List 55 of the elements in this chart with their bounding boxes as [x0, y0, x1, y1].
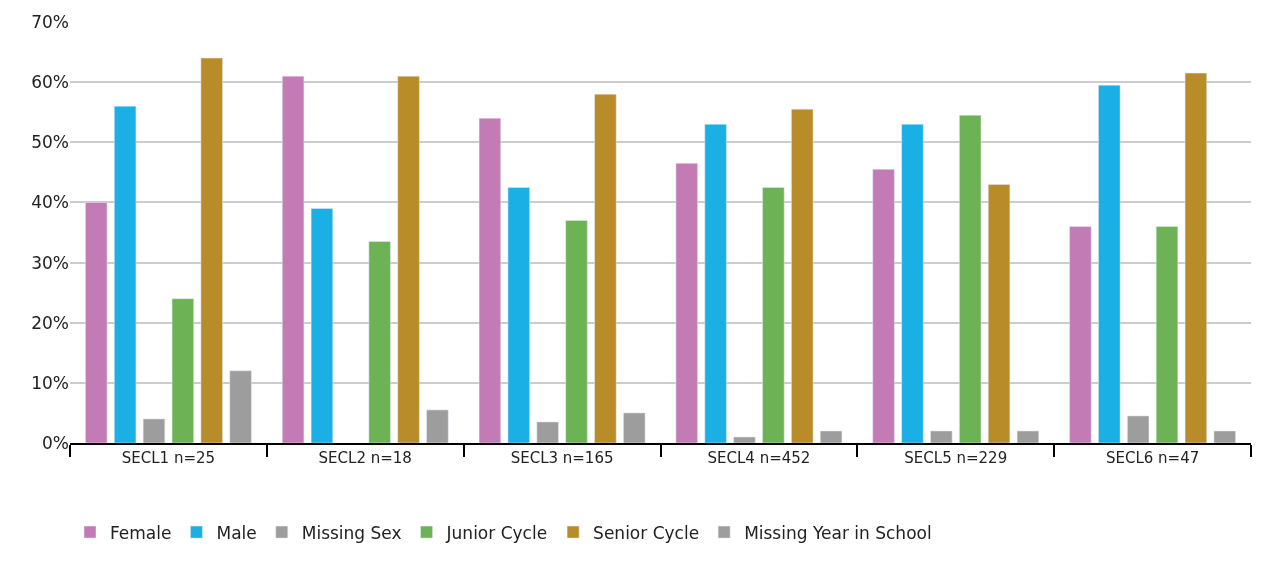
- bar: [1069, 226, 1092, 443]
- y-tick-label: 10%: [31, 372, 69, 393]
- bar: [1098, 84, 1121, 443]
- y-tick-label: 50%: [31, 132, 69, 153]
- bar: [536, 421, 559, 443]
- y-tick-label: 30%: [31, 252, 69, 273]
- bar: [675, 163, 698, 443]
- y-tick-label: 70%: [31, 11, 69, 32]
- bar: [310, 208, 334, 443]
- bar: [142, 418, 166, 443]
- bar: [478, 117, 501, 443]
- x-tick-label: SECL6 n=47: [1105, 448, 1200, 467]
- bar: [1155, 226, 1179, 443]
- bar: [114, 105, 137, 443]
- x-tick-label: SECL2 n=18: [318, 448, 412, 467]
- bar: [171, 298, 194, 443]
- bar: [594, 93, 617, 443]
- bar: [229, 370, 252, 443]
- y-tick-label: 60%: [31, 72, 69, 93]
- bar: [930, 430, 953, 443]
- bar: [820, 430, 843, 443]
- x-tick-label: SECL5 n=229: [904, 448, 1008, 467]
- bar: [623, 412, 646, 443]
- bar: [1016, 430, 1039, 443]
- bar: [282, 75, 305, 443]
- legend-label: Missing Sex: [301, 522, 402, 543]
- legend-label: Senior Cycle: [593, 522, 700, 543]
- bar: [426, 409, 449, 443]
- bar: [733, 436, 756, 443]
- x-tick-label: SECL3 n=165: [510, 448, 614, 467]
- bar: [200, 57, 223, 443]
- x-tick-label: SECL4 n=452: [707, 448, 811, 467]
- bar: [901, 123, 924, 443]
- bar: [791, 108, 814, 443]
- bar: [704, 123, 727, 443]
- legend-label: Missing Year in School: [744, 522, 932, 543]
- x-tick-label: SECL1 n=25: [121, 448, 216, 467]
- y-tick-label: 0%: [42, 432, 69, 453]
- bar: [987, 184, 1011, 443]
- bar: [397, 75, 420, 443]
- bar: [507, 187, 530, 443]
- bar: [368, 241, 391, 443]
- bar: [85, 202, 108, 443]
- bar: [959, 114, 982, 443]
- bar: [1213, 430, 1236, 443]
- bar: [1184, 72, 1207, 443]
- y-tick-label: 20%: [31, 312, 69, 333]
- bar: [762, 187, 785, 443]
- legend-label: Female: [110, 522, 172, 543]
- y-tick-label: 40%: [31, 192, 69, 213]
- legend-label: Junior Cycle: [445, 522, 548, 543]
- bar: [565, 220, 588, 443]
- legend-label: Male: [216, 522, 257, 543]
- bar: [872, 169, 895, 443]
- bar: [1127, 415, 1150, 443]
